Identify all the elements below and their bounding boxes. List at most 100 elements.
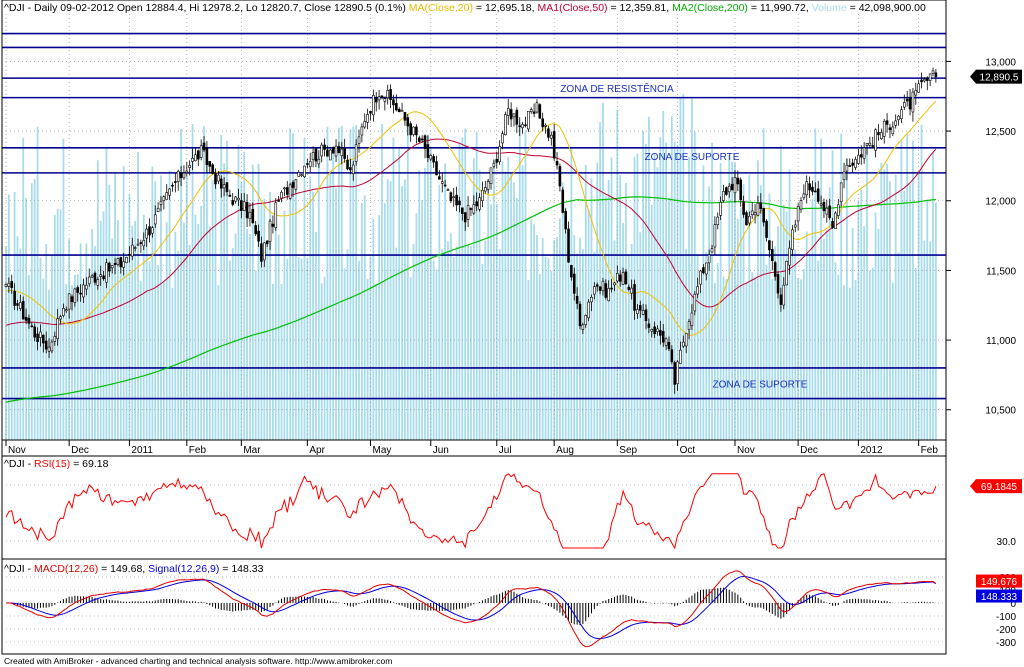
volume-bar (731, 161, 734, 440)
candle-body (773, 262, 777, 277)
volume-bar (794, 249, 797, 440)
candle-body (857, 154, 860, 164)
volume-bar (194, 214, 197, 440)
volume-bar (584, 164, 587, 440)
volume-bar (128, 194, 131, 440)
candle-body (64, 309, 68, 312)
volume-bar (659, 137, 662, 440)
volume-bar (142, 214, 145, 440)
volume-bar (36, 126, 39, 440)
price-tick-label: 10,500 (985, 406, 1016, 417)
candle-body (455, 194, 458, 206)
candle-body (27, 317, 31, 324)
volume-bar (65, 284, 68, 440)
candle-body (142, 240, 146, 247)
volume-bar (16, 236, 19, 440)
volume-bar (524, 130, 527, 440)
volume-bar (119, 256, 122, 440)
volume-bar (441, 249, 444, 440)
volume-bar (932, 152, 934, 440)
volume-bar (481, 263, 484, 440)
volume-bar (863, 226, 866, 440)
volume-bar (556, 236, 558, 440)
candle-body (96, 279, 100, 286)
volume-bar (734, 162, 736, 441)
candle-body (125, 257, 128, 263)
volume-bar (926, 200, 929, 440)
rsi-header: ^DJI - RSI(15) = 69.18 (4, 458, 109, 470)
candle-body (426, 144, 430, 158)
volume-bar (472, 158, 475, 440)
candle-body (601, 280, 605, 292)
candle-body (438, 176, 441, 180)
candle-body (47, 346, 51, 352)
candle-body (288, 184, 292, 199)
volume-bar (627, 254, 630, 440)
volume-bar (154, 181, 157, 440)
volume-bar (226, 140, 228, 440)
volume-bar (668, 197, 670, 440)
rsi-last-tag (976, 479, 1022, 494)
volume-bar (429, 147, 432, 440)
last-close-label: 12,890.5 (980, 73, 1019, 84)
volume-bar (475, 131, 478, 440)
volume-bar (883, 169, 886, 440)
candle-body (504, 114, 507, 136)
candle-body (618, 274, 622, 282)
volume-bar (762, 128, 765, 440)
volume-bar (274, 223, 277, 440)
candle-body (440, 181, 444, 184)
volume-bar (306, 258, 309, 440)
candle-body (644, 309, 648, 322)
candle-body (791, 229, 794, 250)
candle-body (641, 310, 645, 315)
macd-panel-frame (1, 558, 947, 655)
candle-body (291, 182, 295, 188)
volume-bar (802, 268, 805, 440)
candle-body (334, 145, 338, 157)
volume-bar (369, 256, 372, 440)
date-tick-label: Aug (556, 445, 574, 456)
candle-body (205, 147, 209, 166)
candle-body (831, 221, 834, 228)
volume-bar (900, 140, 903, 440)
signal-last-tag (976, 589, 1022, 603)
candle-body (558, 166, 562, 187)
volume-bar (122, 166, 125, 440)
candle-body (828, 205, 831, 218)
volume-bar (903, 190, 906, 440)
volume-bar (894, 174, 897, 440)
candle-body (903, 102, 906, 108)
candle-body (687, 321, 691, 331)
candle-body (415, 126, 418, 136)
candle-body (128, 253, 131, 256)
volume-bar (375, 283, 378, 440)
volume-bar (444, 163, 447, 440)
candle-body (762, 207, 765, 223)
volume-bar (774, 246, 777, 440)
volume-bar (346, 249, 349, 440)
candle-body (242, 201, 246, 211)
candle-body (463, 212, 467, 223)
header-ma20-label: MA(Close,20) (409, 2, 473, 14)
volume-bar (197, 223, 200, 440)
volume-bar (825, 230, 828, 440)
volume-bar (630, 244, 633, 440)
candle-body (796, 206, 800, 222)
candle-body (202, 142, 206, 151)
volume-bar (579, 237, 581, 440)
candle-body (509, 109, 513, 120)
candle-body (326, 149, 329, 157)
volume-bar (421, 200, 424, 440)
candle-body (119, 257, 123, 268)
header-symbol: ^DJI - Daily 09-02-2012 Open 12884.4, Hi… (4, 2, 406, 14)
candle-body (483, 187, 487, 192)
volume-bar (71, 285, 73, 440)
candle-body (518, 125, 522, 128)
candle-body (529, 109, 533, 112)
volume-bar (412, 243, 415, 440)
volume-bar (665, 142, 667, 441)
candle-body (357, 136, 361, 144)
volume-bar (745, 283, 748, 440)
candle-body (122, 261, 125, 268)
